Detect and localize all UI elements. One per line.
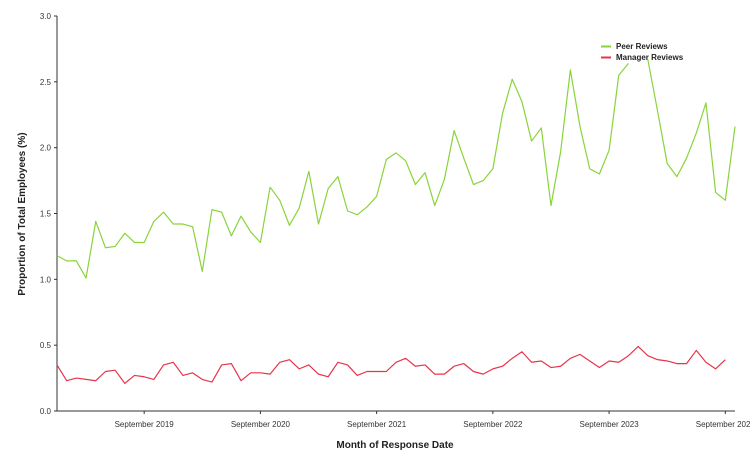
chart-legend: Peer Reviews Manager Reviews: [601, 42, 684, 62]
x-tick-label: September 2020: [231, 420, 291, 429]
legend-label: Manager Reviews: [616, 53, 684, 62]
x-axis-label: Month of Response Date: [336, 440, 454, 451]
chart-series: [56, 59, 736, 384]
x-tick-label: September 2019: [115, 420, 175, 429]
x-tick-label: September 2023: [580, 420, 640, 429]
y-tick-label: 1.5: [40, 210, 52, 219]
y-tick-label: 2.0: [40, 144, 52, 153]
y-tick-label: 3.0: [40, 12, 52, 21]
legend-item-peer-reviews: Peer Reviews: [601, 42, 668, 51]
y-tick-label: 0.5: [40, 341, 52, 350]
x-tick-label: September 2022: [463, 420, 523, 429]
y-axis-ticks: 0.0 0.5 1.0 1.5 2.0 2.5 3.0: [40, 12, 57, 416]
legend-label: Peer Reviews: [616, 42, 668, 51]
x-tick-label: September 2021: [347, 420, 407, 429]
y-tick-label: 0.0: [40, 407, 52, 416]
legend-item-manager-reviews: Manager Reviews: [601, 53, 684, 62]
x-axis-ticks: September 2019 September 2020 September 20…: [115, 411, 750, 429]
y-tick-label: 2.5: [40, 78, 52, 87]
manager-reviews-line: [56, 345, 726, 384]
x-tick-label: September 2024: [696, 420, 750, 429]
peer-reviews-line: [56, 59, 736, 279]
y-axis-label: Proportion of Total Employees (%): [17, 132, 28, 295]
y-tick-label: 1.0: [40, 275, 52, 284]
